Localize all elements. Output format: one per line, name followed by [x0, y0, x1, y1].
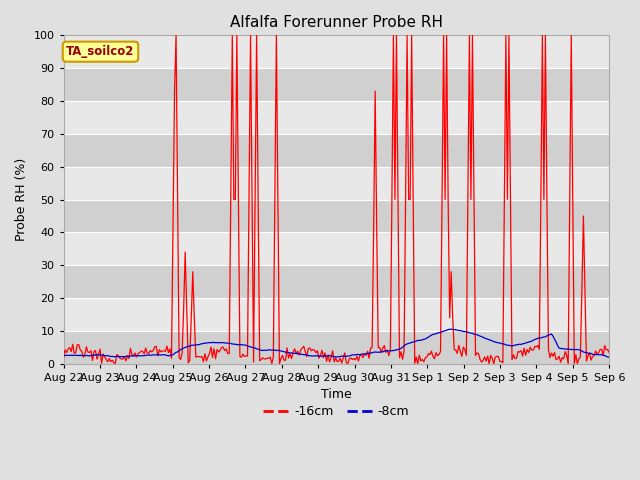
- Bar: [63, 101, 609, 134]
- Bar: [63, 331, 609, 364]
- Bar: [63, 167, 609, 200]
- Text: TA_soilco2: TA_soilco2: [67, 45, 134, 58]
- Bar: [63, 232, 609, 265]
- Legend: -16cm, -8cm: -16cm, -8cm: [259, 400, 415, 423]
- Bar: [63, 36, 609, 68]
- Y-axis label: Probe RH (%): Probe RH (%): [15, 158, 28, 241]
- X-axis label: Time: Time: [321, 388, 352, 401]
- Bar: [63, 298, 609, 331]
- Bar: [63, 200, 609, 232]
- Title: Alfalfa Forerunner Probe RH: Alfalfa Forerunner Probe RH: [230, 15, 443, 30]
- Bar: [63, 68, 609, 101]
- Bar: [63, 134, 609, 167]
- Bar: [63, 265, 609, 298]
